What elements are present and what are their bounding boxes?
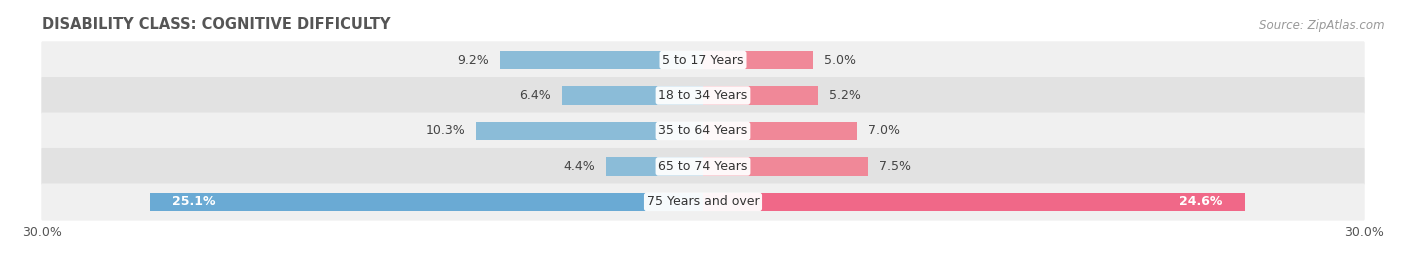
- Text: 18 to 34 Years: 18 to 34 Years: [658, 89, 748, 102]
- Text: 5.2%: 5.2%: [828, 89, 860, 102]
- Legend: Male, Female: Male, Female: [634, 268, 772, 270]
- Text: 10.3%: 10.3%: [426, 124, 465, 137]
- Text: 7.0%: 7.0%: [868, 124, 900, 137]
- FancyBboxPatch shape: [41, 148, 1365, 185]
- Text: 65 to 74 Years: 65 to 74 Years: [658, 160, 748, 173]
- Bar: [562, 86, 703, 105]
- Bar: [703, 157, 868, 176]
- Text: DISABILITY CLASS: COGNITIVE DIFFICULTY: DISABILITY CLASS: COGNITIVE DIFFICULTY: [42, 17, 391, 32]
- Text: 75 Years and over: 75 Years and over: [647, 195, 759, 208]
- Bar: [703, 86, 817, 105]
- FancyBboxPatch shape: [41, 42, 1365, 79]
- Text: 5.0%: 5.0%: [824, 53, 856, 66]
- Bar: [703, 51, 813, 69]
- Bar: [606, 157, 703, 176]
- Bar: [150, 193, 703, 211]
- FancyBboxPatch shape: [41, 113, 1365, 149]
- Bar: [477, 122, 703, 140]
- Bar: [501, 51, 703, 69]
- Text: 25.1%: 25.1%: [172, 195, 215, 208]
- Text: 9.2%: 9.2%: [457, 53, 489, 66]
- Text: 35 to 64 Years: 35 to 64 Years: [658, 124, 748, 137]
- Bar: [703, 122, 858, 140]
- FancyBboxPatch shape: [41, 183, 1365, 220]
- Text: 6.4%: 6.4%: [519, 89, 551, 102]
- Text: 5 to 17 Years: 5 to 17 Years: [662, 53, 744, 66]
- Text: 7.5%: 7.5%: [879, 160, 911, 173]
- Text: 4.4%: 4.4%: [564, 160, 595, 173]
- Text: Source: ZipAtlas.com: Source: ZipAtlas.com: [1260, 19, 1385, 32]
- FancyBboxPatch shape: [41, 77, 1365, 114]
- Bar: [703, 193, 1244, 211]
- Text: 24.6%: 24.6%: [1180, 195, 1223, 208]
